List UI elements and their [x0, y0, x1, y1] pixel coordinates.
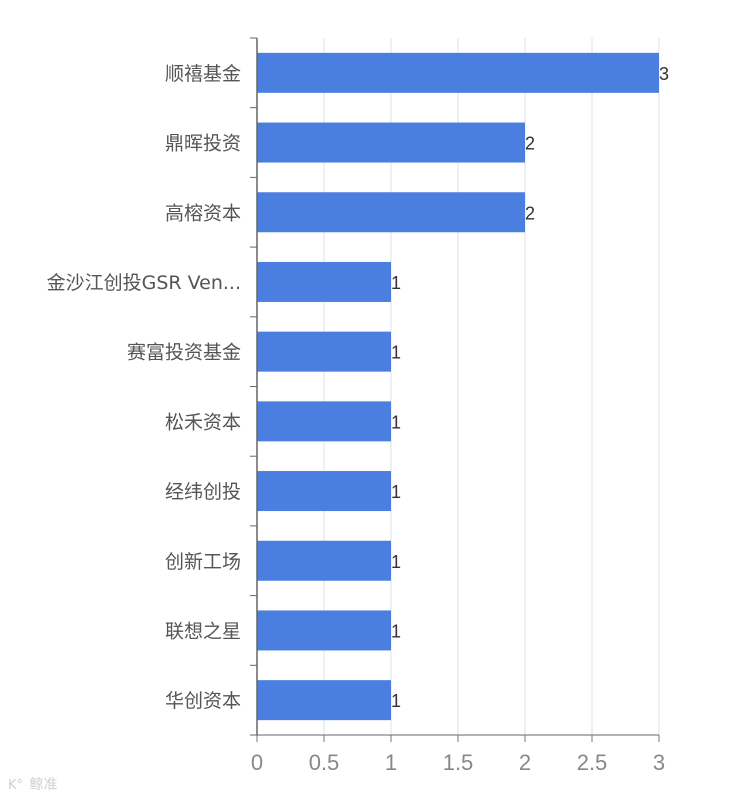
category-label: 顺禧基金	[165, 63, 241, 85]
bar	[257, 52, 659, 93]
x-tick-label: 1	[385, 750, 397, 775]
bar	[257, 401, 391, 442]
labels: 0 0.5 1 1.5 2 2.5 3 顺禧基金 3 鼎晖投资 2 高榕资本 2 金沙江创投GSR Ven…	[47, 63, 669, 775]
data-label: 1	[391, 273, 401, 293]
watermark-text: 鲸准	[29, 777, 58, 793]
category-label: 创新工场	[165, 551, 241, 573]
data-label: 1	[391, 343, 401, 363]
axes	[250, 37, 660, 742]
x-tick-label: 1.5	[443, 750, 474, 775]
category-label: 高榕资本	[165, 202, 241, 224]
category-label: 鼎晖投资	[165, 133, 241, 155]
bar	[257, 680, 391, 721]
data-label: 1	[391, 482, 401, 502]
data-label: 1	[391, 691, 401, 711]
category-label: 金沙江创投GSR Ven...	[47, 272, 241, 294]
bar	[257, 192, 525, 233]
bar	[257, 261, 391, 302]
watermark-logo-icon: K°	[8, 778, 24, 793]
bar	[257, 471, 391, 512]
category-label: 松禾资本	[165, 411, 241, 433]
data-label: 1	[391, 552, 401, 572]
data-label: 1	[391, 412, 401, 432]
data-label: 1	[391, 621, 401, 641]
category-label: 联想之星	[165, 620, 241, 642]
category-label: 赛富投资基金	[127, 342, 241, 364]
bar	[257, 331, 391, 372]
x-tick-label: 0	[251, 750, 263, 775]
data-label: 2	[525, 134, 535, 154]
x-tick-label: 0.5	[309, 750, 340, 775]
category-label: 经纬创投	[165, 481, 241, 503]
bar	[257, 540, 391, 581]
data-label: 3	[659, 64, 669, 84]
bars	[257, 52, 659, 721]
bar	[257, 610, 391, 651]
bar	[257, 122, 525, 163]
data-label: 2	[525, 203, 535, 223]
watermark: K° 鲸准	[8, 774, 57, 794]
x-tick-label: 3	[653, 750, 665, 775]
x-tick-label: 2.5	[577, 750, 608, 775]
category-label: 华创资本	[165, 690, 241, 712]
x-tick-label: 2	[519, 750, 531, 775]
